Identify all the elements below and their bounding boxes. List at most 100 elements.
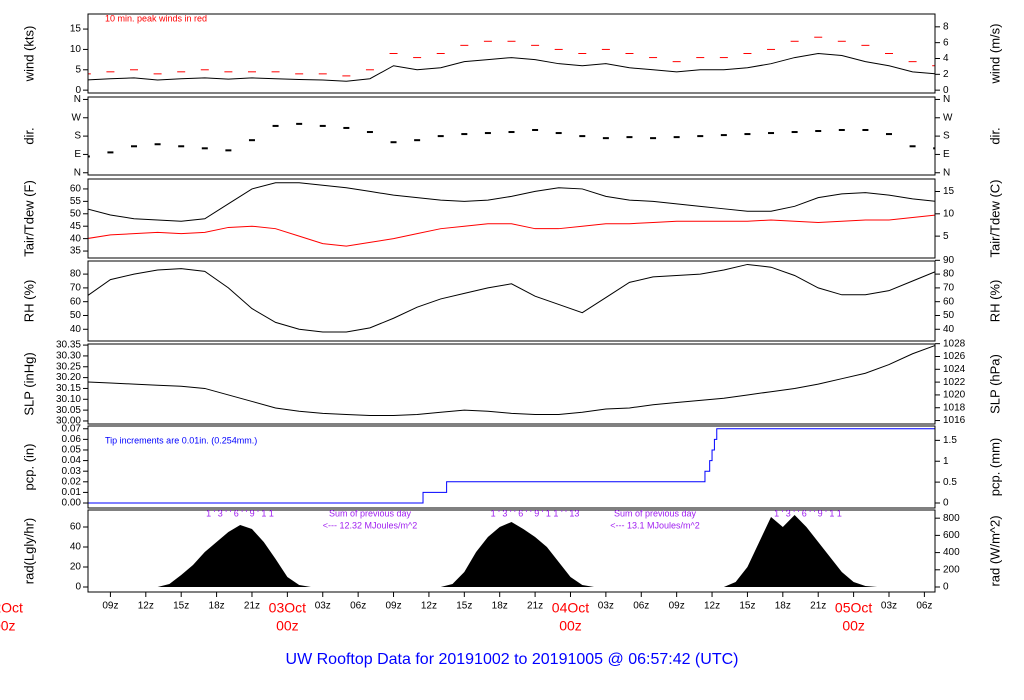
y2-tick-label: 1024	[943, 364, 966, 375]
dir-point	[744, 133, 751, 136]
x-tick-label: 15z	[456, 601, 472, 612]
x-day-label: 02Oct	[0, 600, 23, 616]
dir-point	[131, 145, 138, 148]
y-tick-label: 0.05	[62, 445, 82, 456]
dir-point	[720, 134, 727, 137]
y-tick-label: 50	[70, 310, 82, 321]
x-tick-label: 06z	[633, 601, 649, 612]
y2-tick-label: 1018	[943, 402, 966, 413]
dir-point	[178, 145, 185, 148]
dir-point	[107, 151, 114, 154]
y-tick-label: E	[74, 149, 81, 160]
y2-axis-label: SLP (hPa)	[987, 354, 1002, 414]
dir-point	[366, 131, 373, 134]
dir-point	[201, 147, 208, 150]
y-tick-label: 0.01	[62, 487, 82, 498]
panel-frame	[87, 343, 936, 425]
y2-tick-label: 10	[943, 208, 955, 219]
dir-point	[933, 147, 935, 150]
y-tick-label: 70	[70, 283, 82, 294]
dir-point	[154, 143, 161, 146]
dir-point	[272, 124, 279, 127]
panel-plot	[88, 428, 935, 504]
y-tick-label: 0	[75, 85, 81, 96]
dir-point	[579, 135, 586, 138]
dir-point	[650, 137, 657, 140]
y2-axis-label: dir.	[987, 127, 1002, 144]
annotation: 1 ' 3 ' ' 6 ' ' 9 ' 1 1 ' ' 13	[491, 508, 580, 518]
dir-point	[532, 128, 539, 131]
dir-point	[673, 136, 680, 139]
dir-point	[461, 133, 468, 136]
y2-tick-label: 1022	[943, 377, 966, 388]
y2-tick-label: 0	[943, 582, 949, 593]
panel-frame	[87, 425, 936, 509]
y2-tick-label: 5	[943, 231, 949, 242]
y2-tick-label: 800	[943, 513, 960, 524]
x-tick-label: 03z	[315, 601, 331, 612]
y-tick-label: S	[74, 131, 81, 142]
y-tick-label: 50	[70, 208, 82, 219]
y-tick-label: 0.04	[62, 455, 82, 466]
x-tick-label: 06z	[350, 601, 366, 612]
panel-frame	[87, 96, 936, 176]
y2-tick-label: 1020	[943, 390, 966, 401]
y2-tick-label: S	[943, 131, 950, 142]
y-tick-label: 35	[70, 246, 82, 257]
y-tick-label: 15	[70, 24, 82, 35]
dir-point	[885, 133, 892, 136]
dir-point	[862, 128, 869, 131]
data-line	[88, 344, 935, 417]
dir-point	[390, 141, 397, 144]
data-line	[88, 52, 935, 82]
x-day-label: 00z	[276, 618, 299, 634]
y-axis-label: wind (kts)	[21, 26, 36, 83]
y-tick-label: 0.07	[62, 423, 82, 434]
dir-point	[484, 132, 491, 135]
dir-point	[319, 124, 326, 127]
panel-plot	[88, 263, 935, 333]
y-tick-label: 5	[75, 64, 81, 75]
x-tick-label: 21z	[810, 601, 826, 612]
x-tick-label: 12z	[704, 601, 720, 612]
x-tick-label: 09z	[102, 601, 118, 612]
x-tick-label: 03z	[881, 601, 897, 612]
annotation: <--- 13.1 MJoules/m^2	[610, 520, 700, 530]
dir-point	[791, 131, 798, 134]
annotation: Sum of previous day	[614, 508, 697, 518]
x-tick-label: 18z	[209, 601, 225, 612]
x-day-label: 03Oct	[269, 600, 306, 616]
x-tick-label: 06z	[916, 601, 932, 612]
y-tick-label: N	[74, 167, 81, 178]
dir-point	[815, 130, 822, 133]
y2-tick-label: 90	[943, 255, 955, 266]
y-axis-label: pcp. (in)	[21, 444, 36, 491]
x-tick-label: 18z	[492, 601, 508, 612]
dir-point	[626, 136, 633, 139]
panel-plot	[88, 344, 935, 417]
panel-frame	[87, 260, 936, 342]
y2-tick-label: 1016	[943, 415, 966, 426]
x-tick-label: 09z	[669, 601, 685, 612]
y2-tick-label: 0.5	[943, 477, 957, 488]
y2-axis-label: RH (%)	[987, 280, 1002, 323]
dir-point	[697, 135, 704, 138]
y2-tick-label: N	[943, 94, 950, 105]
y-tick-label: 30.10	[56, 394, 81, 405]
y2-tick-label: N	[943, 167, 950, 178]
x-day-label: 00z	[0, 618, 16, 634]
y-axis-label: Tair/Tdew (F)	[21, 180, 36, 257]
panel-frame	[87, 178, 936, 259]
y-tick-label: 80	[70, 269, 82, 280]
dir-point	[909, 145, 916, 148]
y-tick-label: 60	[70, 184, 82, 195]
y2-tick-label: 2	[943, 69, 949, 80]
annotation: Sum of previous day	[329, 508, 412, 518]
annotation: <--- 12.32 MJoules/m^2	[323, 520, 418, 530]
annotation: 10 min. peak winds in red	[105, 13, 207, 23]
y2-tick-label: 1.5	[943, 435, 957, 446]
y-tick-label: 0.03	[62, 466, 82, 477]
panel-plot	[88, 182, 935, 247]
x-day-label: 00z	[842, 618, 865, 634]
y-axis-label: dir.	[21, 127, 36, 144]
